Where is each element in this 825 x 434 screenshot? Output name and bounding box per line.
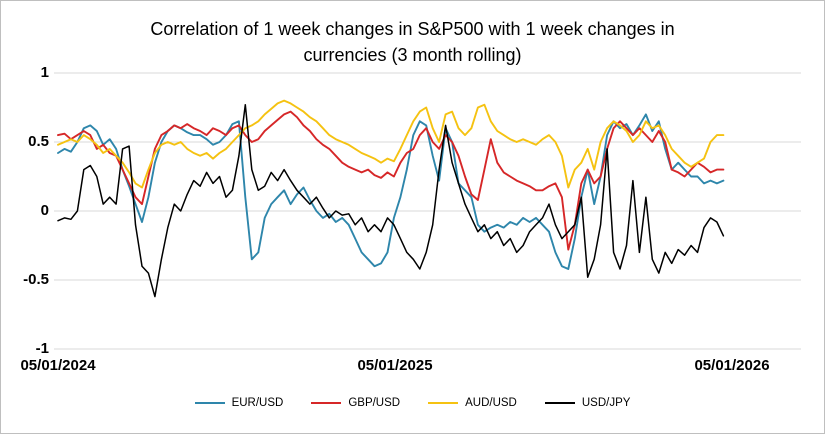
legend-label-eur-usd: EUR/USD — [231, 397, 284, 409]
y-axis-tick-label-neg05: -0.5 — [23, 271, 49, 288]
x-axis-tick-label-2024: 05/01/2024 — [20, 357, 96, 374]
chart-title-line-1: Correlation of 1 week changes in S&P500 … — [150, 19, 675, 39]
legend: EUR/USD GBP/USD AUD/USD USD/JPY — [1, 397, 824, 409]
y-axis-tick-label-05: 0.5 — [28, 133, 49, 150]
legend-item-aud-usd: AUD/USD — [428, 397, 517, 409]
plot-area — [54, 72, 801, 350]
chart-title-line-2: currencies (3 month rolling) — [303, 45, 522, 66]
legend-label-aud-usd: AUD/USD — [465, 397, 517, 409]
legend-item-usd-jpy: USD/JPY — [544, 397, 631, 409]
legend-item-gbp-usd: GBP/USD — [311, 397, 400, 409]
legend-item-eur-usd: EUR/USD — [194, 397, 284, 409]
legend-line-eur-usd-icon — [194, 402, 225, 404]
series-line-eur-usd — [57, 113, 725, 270]
y-axis-tick-label-0: 0 — [40, 202, 49, 219]
series-line-gbp-usd — [57, 110, 725, 251]
series-line-aud-usd — [57, 99, 725, 189]
legend-line-usd-jpy-icon — [544, 402, 575, 404]
chart-title: Correlation of 1 week changes in S&P500 … — [1, 16, 824, 68]
legend-line-gbp-usd-icon — [311, 402, 342, 404]
series-line-usd-jpy — [57, 103, 725, 298]
legend-label-usd-jpy: USD/JPY — [581, 397, 631, 409]
legend-line-aud-usd-icon — [428, 402, 459, 404]
x-axis-tick-label-2026: 05/01/2026 — [694, 357, 770, 374]
legend-label-gbp-usd: GBP/USD — [348, 397, 401, 409]
y-axis-tick-label-neg1: -1 — [35, 340, 49, 357]
x-axis-tick-label-2025: 05/01/2025 — [357, 357, 433, 374]
y-axis-tick-label-1: 1 — [40, 64, 49, 81]
